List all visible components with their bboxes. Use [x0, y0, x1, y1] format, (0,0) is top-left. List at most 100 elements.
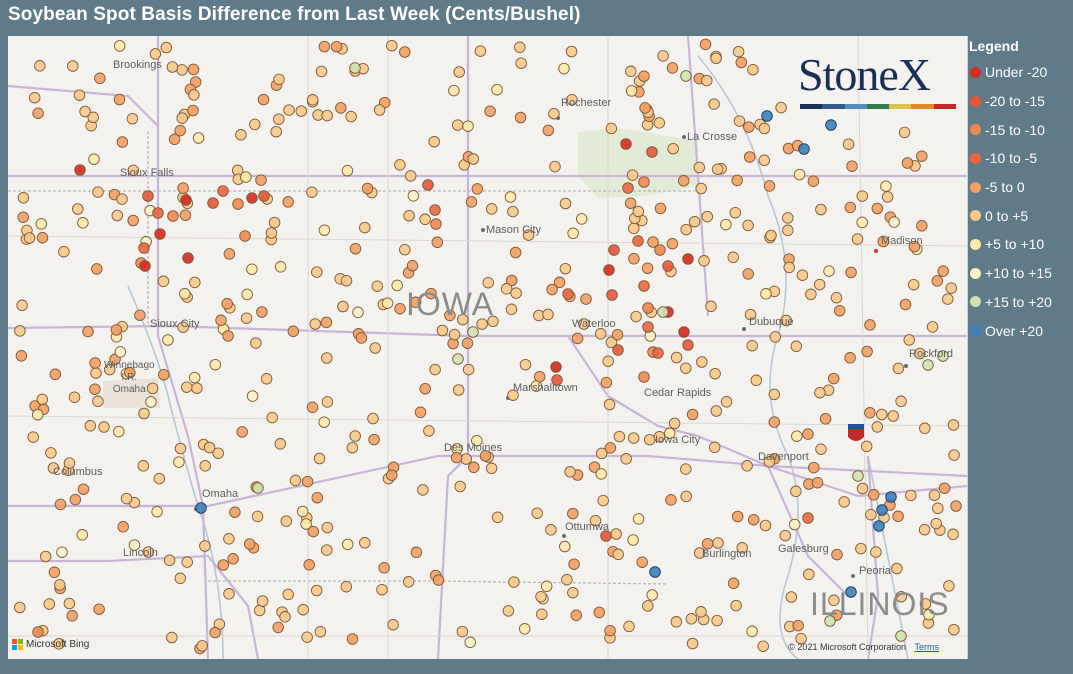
elevator-marker[interactable] — [542, 308, 554, 321]
elevator-marker[interactable] — [203, 441, 216, 454]
elevator-marker[interactable] — [594, 328, 607, 340]
elevator-marker[interactable] — [318, 224, 331, 236]
elevator-marker[interactable] — [255, 174, 267, 186]
elevator-marker[interactable] — [235, 129, 247, 141]
elevator-marker[interactable] — [686, 408, 699, 421]
elevator-marker[interactable] — [914, 347, 926, 360]
elevator-marker[interactable] — [844, 352, 856, 364]
elevator-marker[interactable] — [630, 310, 642, 323]
elevator-marker[interactable] — [845, 266, 857, 279]
elevator-marker[interactable] — [746, 339, 758, 352]
elevator-marker[interactable] — [352, 306, 364, 319]
elevator-marker[interactable] — [763, 456, 776, 468]
elevator-marker[interactable] — [306, 186, 318, 198]
elevator-marker[interactable] — [273, 113, 285, 125]
elevator-marker[interactable] — [464, 636, 476, 649]
elevator-marker[interactable] — [87, 111, 99, 124]
elevator-marker[interactable] — [747, 63, 759, 76]
elevator-marker[interactable] — [923, 608, 935, 621]
elevator-marker[interactable] — [167, 210, 179, 222]
elevator-marker[interactable] — [68, 391, 81, 403]
elevator-marker[interactable] — [701, 537, 714, 550]
elevator-marker[interactable] — [846, 160, 858, 172]
elevator-marker[interactable] — [448, 84, 460, 97]
elevator-marker[interactable] — [273, 73, 285, 86]
elevator-marker[interactable] — [127, 164, 140, 177]
elevator-marker[interactable] — [680, 362, 692, 374]
elevator-marker[interactable] — [340, 274, 353, 287]
elevator-marker[interactable] — [916, 220, 928, 232]
elevator-marker[interactable] — [950, 500, 962, 512]
elevator-marker[interactable] — [657, 306, 669, 318]
elevator-marker[interactable] — [815, 443, 827, 455]
elevator-marker[interactable] — [163, 554, 176, 567]
elevator-marker[interactable] — [256, 306, 268, 318]
elevator-marker[interactable] — [775, 101, 787, 114]
elevator-marker[interactable] — [856, 482, 869, 495]
elevator-marker[interactable] — [790, 485, 802, 498]
elevator-marker[interactable] — [120, 492, 133, 505]
elevator-marker[interactable] — [907, 278, 920, 291]
elevator-marker[interactable] — [763, 180, 776, 192]
elevator-marker[interactable] — [376, 583, 388, 596]
elevator-marker[interactable] — [710, 52, 722, 65]
elevator-marker[interactable] — [819, 413, 832, 425]
elevator-marker[interactable] — [391, 279, 403, 292]
elevator-marker[interactable] — [567, 507, 579, 520]
elevator-marker[interactable] — [192, 132, 205, 144]
elevator-marker[interactable] — [69, 493, 82, 506]
elevator-marker[interactable] — [217, 185, 229, 197]
elevator-marker[interactable] — [318, 40, 331, 53]
elevator-marker[interactable] — [758, 154, 771, 167]
bing-attribution[interactable]: Microsoft Bing — [12, 639, 89, 650]
elevator-marker[interactable] — [931, 275, 944, 287]
elevator-marker[interactable] — [168, 133, 181, 146]
elevator-marker[interactable] — [842, 138, 855, 150]
legend-item[interactable]: +5 to +10 — [969, 230, 1073, 259]
elevator-marker[interactable] — [222, 330, 234, 342]
elevator-marker[interactable] — [296, 505, 309, 518]
elevator-marker[interactable] — [444, 309, 456, 322]
elevator-marker[interactable] — [604, 442, 617, 454]
elevator-marker[interactable] — [207, 197, 219, 209]
elevator-marker[interactable] — [419, 213, 431, 226]
elevator-marker[interactable] — [892, 362, 905, 375]
elevator-marker[interactable] — [268, 216, 281, 229]
elevator-marker[interactable] — [53, 638, 65, 650]
elevator-marker[interactable] — [741, 460, 753, 472]
elevator-marker[interactable] — [545, 524, 557, 536]
elevator-marker[interactable] — [808, 461, 820, 474]
elevator-marker[interactable] — [414, 406, 427, 419]
elevator-marker[interactable] — [695, 606, 707, 618]
elevator-marker[interactable] — [209, 626, 221, 639]
elevator-marker[interactable] — [28, 91, 41, 104]
elevator-marker[interactable] — [865, 508, 877, 521]
elevator-marker[interactable] — [266, 411, 278, 424]
elevator-marker[interactable] — [154, 228, 166, 240]
elevator-marker[interactable] — [888, 216, 900, 228]
elevator-marker[interactable] — [321, 109, 333, 122]
elevator-marker[interactable] — [349, 430, 361, 442]
elevator-marker[interactable] — [116, 136, 129, 148]
elevator-marker[interactable] — [779, 529, 791, 542]
elevator-marker[interactable] — [571, 332, 584, 345]
elevator-marker[interactable] — [666, 62, 679, 74]
elevator-marker[interactable] — [138, 407, 150, 420]
elevator-marker[interactable] — [346, 633, 359, 645]
elevator-marker[interactable] — [742, 219, 754, 232]
elevator-marker[interactable] — [313, 452, 326, 465]
elevator-marker[interactable] — [945, 282, 958, 294]
elevator-marker[interactable] — [698, 255, 710, 267]
elevator-marker[interactable] — [880, 180, 892, 192]
elevator-marker[interactable] — [709, 367, 721, 380]
elevator-marker[interactable] — [436, 324, 449, 337]
elevator-marker[interactable] — [456, 625, 469, 638]
elevator-marker[interactable] — [173, 456, 185, 468]
elevator-marker[interactable] — [711, 163, 724, 175]
elevator-marker[interactable] — [279, 611, 291, 623]
elevator-marker[interactable] — [160, 41, 173, 54]
elevator-marker[interactable] — [187, 104, 199, 117]
elevator-marker[interactable] — [867, 489, 880, 501]
elevator-marker[interactable] — [743, 151, 756, 163]
elevator-marker[interactable] — [386, 469, 398, 481]
